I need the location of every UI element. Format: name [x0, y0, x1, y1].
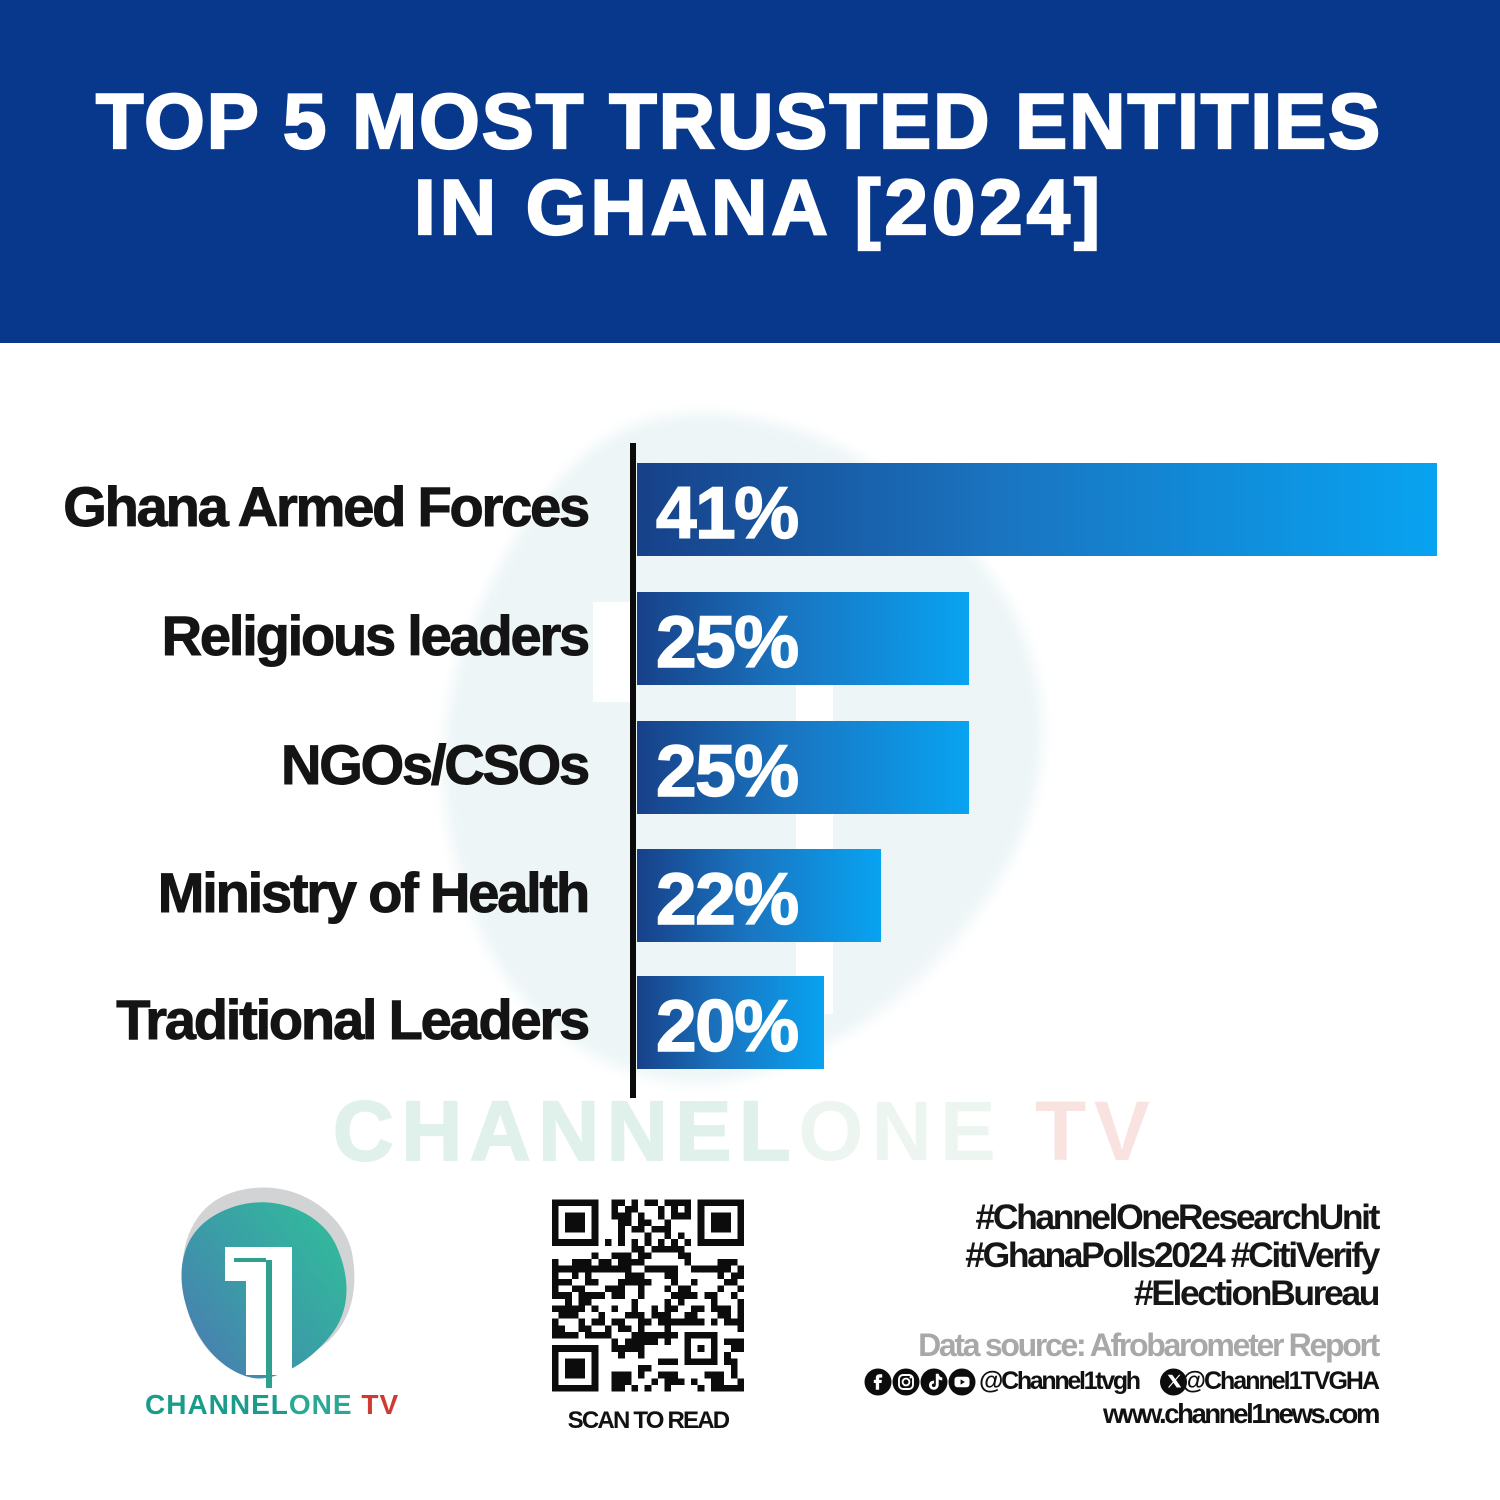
svg-text:CHANNELONE TV: CHANNELONE TV: [145, 1389, 399, 1420]
